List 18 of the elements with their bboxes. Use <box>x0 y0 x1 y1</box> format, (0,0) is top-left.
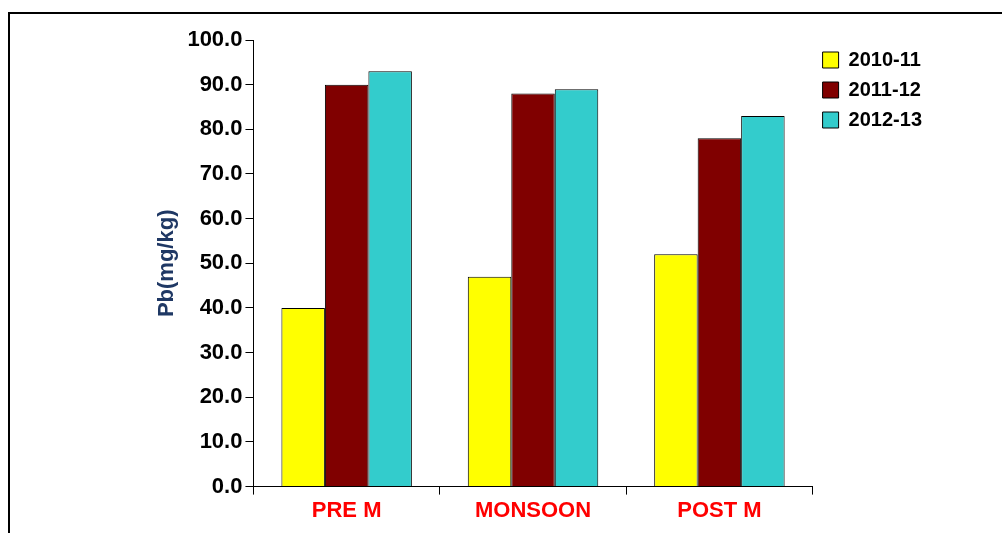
legend-label: 2011-12 <box>848 77 921 100</box>
y-tick-label: 70.0 <box>199 160 243 186</box>
y-tick-label: 100.0 <box>187 26 243 52</box>
legend-label: 2012-13 <box>848 107 923 130</box>
y-tick-label: 40.0 <box>199 294 243 320</box>
y-tick-label: 80.0 <box>199 115 243 141</box>
y-tick-label: 60.0 <box>199 204 243 230</box>
x-tick-label: POST M <box>677 496 762 522</box>
y-tick-label: 90.0 <box>199 70 243 96</box>
y-tick-label: 30.0 <box>199 338 243 364</box>
x-tick-label: MONSOON <box>474 496 592 522</box>
y-tick-label: 0.0 <box>211 472 243 498</box>
y-tick-label: 10.0 <box>199 428 243 453</box>
x-tick-label: PRE M <box>311 496 382 522</box>
legend-label: 2010-11 <box>848 47 921 70</box>
y-tick-label: 20.0 <box>199 383 243 409</box>
y-axis-title: Pb(mg/kg) <box>153 209 179 318</box>
y-tick-label: 50.0 <box>199 249 243 275</box>
